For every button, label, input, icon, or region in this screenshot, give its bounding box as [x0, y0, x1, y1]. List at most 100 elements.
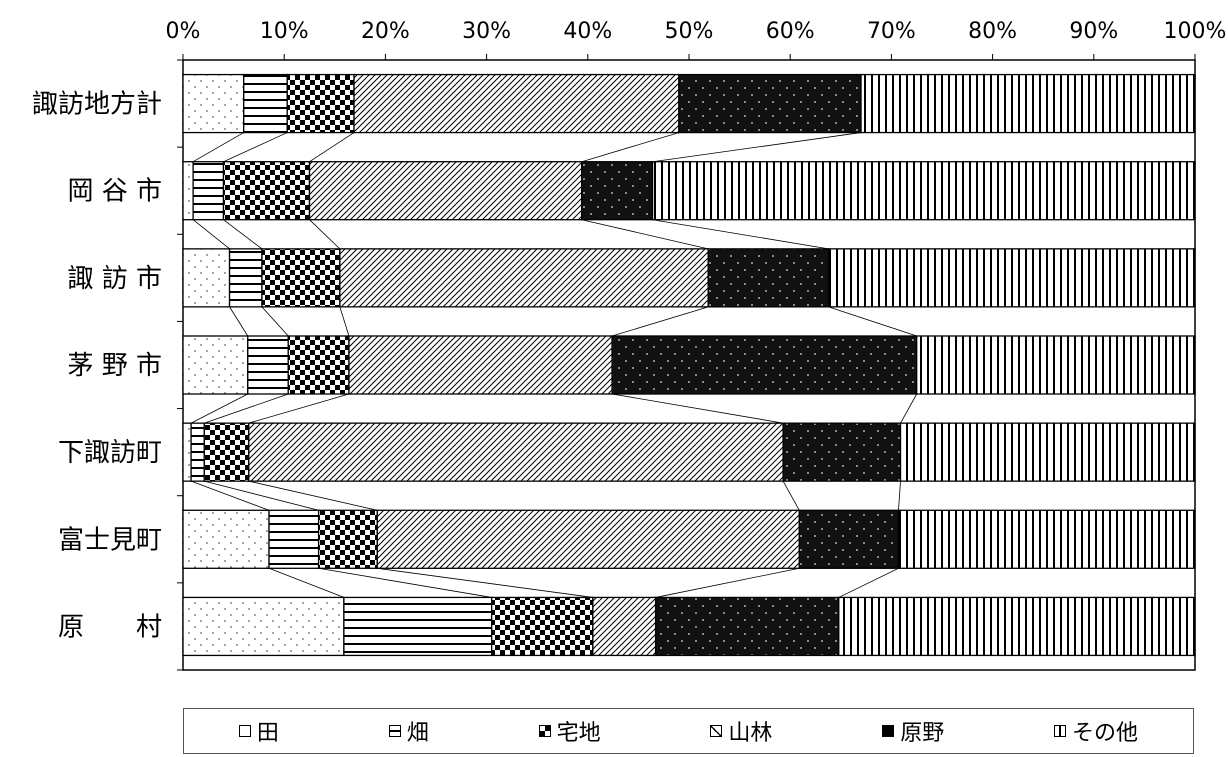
- bar-segment: [287, 335, 350, 395]
- bar-segment: [243, 73, 288, 134]
- bar-segment: [182, 335, 249, 395]
- bar-segment: [798, 509, 900, 569]
- bar-segment: [592, 596, 657, 657]
- bar-segment: [678, 73, 862, 134]
- bar-segment: [339, 248, 709, 308]
- bars-layer: [182, 73, 1196, 657]
- legend-label-hatake: 畑: [406, 721, 429, 746]
- connector-line: [782, 480, 800, 511]
- category-label: 岡 谷 市: [67, 177, 162, 207]
- bar-segment: [611, 335, 918, 395]
- bar-segment: [828, 248, 1196, 308]
- bar-segment: [581, 161, 654, 221]
- bar-segment: [192, 161, 225, 221]
- category-label: 富士見町: [58, 525, 162, 555]
- connector-line: [261, 306, 289, 337]
- bar-segment: [897, 509, 1196, 569]
- x-tick-label: 90%: [1069, 19, 1118, 44]
- connector-line: [900, 393, 918, 424]
- legend-label-takuchi: 宅地: [556, 721, 601, 746]
- bar-segment: [203, 422, 250, 482]
- bar-segment: [182, 248, 231, 308]
- connector-line: [581, 219, 709, 250]
- category-label: 諏訪地方計: [32, 90, 162, 120]
- bar-segment: [182, 161, 194, 221]
- bar-segment: [222, 161, 311, 221]
- connector-line: [652, 219, 829, 250]
- x-tick-label: 50%: [665, 19, 714, 44]
- x-tick-label: 0%: [166, 19, 201, 44]
- category-label: 茅 野 市: [67, 351, 162, 381]
- x-tick-label: 40%: [563, 19, 612, 44]
- connector-line: [248, 480, 378, 511]
- bar-segment: [182, 422, 192, 482]
- bar-segment: [286, 73, 355, 134]
- bar-segment: [343, 596, 493, 657]
- connector-line: [838, 567, 899, 598]
- bar-segment: [182, 509, 270, 569]
- bar-segment: [247, 335, 289, 395]
- bar-segment: [261, 248, 341, 308]
- labels-layer: 0% 10% 20% 30% 40% 50% 60% 70% 80% 90% 100% 諏訪地方計岡 …: [32, 19, 1226, 642]
- bar-segment: [376, 509, 800, 569]
- x-tick-label: 70%: [867, 19, 916, 44]
- category-label: 諏 訪 市: [67, 264, 162, 294]
- connector-line: [309, 132, 355, 163]
- legend-item-sanrin: 山林: [710, 715, 772, 747]
- x-tick-label: 60%: [766, 19, 815, 44]
- bar-segment: [353, 73, 680, 134]
- x-tick-label: 10%: [260, 19, 309, 44]
- legend-swatch-genya: [882, 725, 895, 737]
- chart-legend: 田 畑 宅地 山林 原野 その他: [183, 708, 1194, 754]
- bar-segment: [491, 596, 594, 657]
- connector-line: [339, 306, 350, 337]
- connector-line: [248, 393, 350, 424]
- legend-item-ta: 田: [238, 715, 279, 747]
- bar-segment: [348, 335, 613, 395]
- legend-swatch-hatake: [388, 725, 401, 737]
- legend-label-sanrin: 山林: [728, 721, 773, 746]
- bar-segment: [268, 509, 320, 569]
- connector-line: [192, 219, 230, 250]
- bar-segment: [228, 248, 263, 308]
- connector-line: [652, 132, 862, 163]
- connector-line: [318, 567, 492, 598]
- connector-line: [268, 567, 345, 598]
- category-label: 下諏訪町: [58, 438, 162, 468]
- connector-line: [192, 132, 244, 163]
- legend-item-sonota: その他: [1054, 715, 1138, 747]
- connector-lines: [190, 132, 918, 598]
- bar-segment: [190, 422, 205, 482]
- bar-segment: [707, 248, 830, 308]
- bar-segment: [860, 73, 1196, 134]
- bar-segment: [248, 422, 784, 482]
- connector-line: [223, 219, 263, 250]
- connector-line: [655, 567, 800, 598]
- legend-swatch-sanrin: [710, 725, 723, 737]
- bar-segment: [654, 596, 840, 657]
- legend-label-genya: 原野: [900, 721, 945, 746]
- connector-line: [612, 393, 784, 424]
- connector-line: [828, 306, 917, 337]
- bar-segment: [899, 422, 1196, 482]
- bar-segment: [317, 509, 378, 569]
- legend-label-ta: 田: [256, 721, 279, 746]
- bar-segment: [651, 161, 1196, 221]
- bar-segment: [182, 596, 345, 657]
- bar-segment: [308, 161, 583, 221]
- legend-swatch-ta: [238, 725, 251, 737]
- category-label: 原 村: [58, 612, 162, 642]
- x-tick-label: 20%: [361, 19, 410, 44]
- connector-line: [309, 219, 341, 250]
- legend-label-sonota: その他: [1072, 721, 1139, 746]
- connector-line: [898, 481, 901, 511]
- x-tick-label: 100%: [1164, 19, 1227, 44]
- connector-line: [377, 567, 593, 598]
- connector-line: [190, 480, 270, 511]
- connector-line: [229, 306, 249, 337]
- connector-line: [204, 480, 319, 511]
- bar-segment: [916, 335, 1196, 395]
- bar-segment: [782, 422, 902, 482]
- connector-line: [223, 132, 288, 163]
